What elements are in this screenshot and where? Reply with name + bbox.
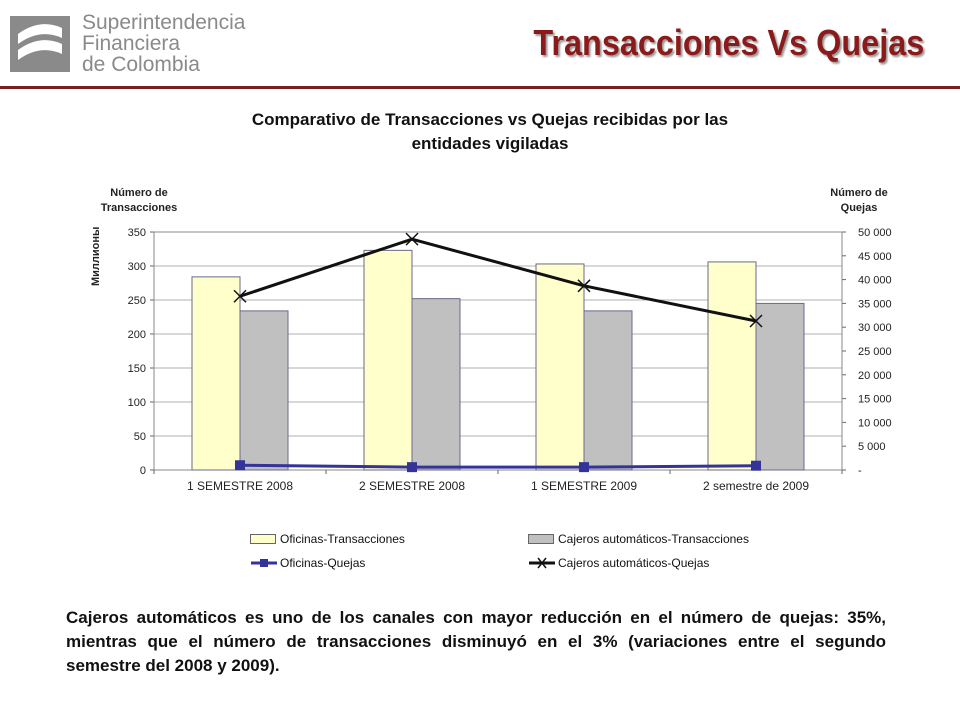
- bar-oficinas-transacciones: [363, 249, 413, 471]
- right-tick-label: 50 000: [858, 227, 892, 239]
- left-tick-label: 50: [134, 431, 146, 443]
- right-axis-title-line-1: Número de: [830, 187, 888, 199]
- left-axis-title-line-2: Transacciones: [100, 202, 178, 214]
- point-cajeros-quejas: [749, 314, 763, 328]
- legend-label-cajeros-quejas: Cajeros automáticos-Quejas: [558, 556, 710, 570]
- bar-oficinas-transacciones: [707, 261, 757, 471]
- bar-cajeros-transacciones: [755, 302, 805, 471]
- right-tick-label: 30 000: [858, 322, 892, 334]
- bar-cajeros-transacciones: [583, 310, 633, 471]
- point-cajeros-quejas: [233, 289, 247, 303]
- left-tick-label: 200: [128, 329, 146, 341]
- slide-title: Transacciones Vs Quejas: [533, 22, 924, 63]
- right-tick-label: 20 000: [858, 370, 892, 382]
- left-tick-label: 150: [128, 363, 146, 375]
- point-cajeros-quejas: [405, 232, 419, 246]
- legend-label-oficinas-transacciones: Oficinas-Transacciones: [280, 532, 405, 546]
- left-tick-label: 250: [128, 295, 146, 307]
- legend-swatch-cajeros-quejas: [529, 557, 555, 569]
- right-tick-label: 5 000: [858, 441, 886, 453]
- x-tick-label: 2 semestre de 2009: [703, 479, 809, 493]
- x-tick-label: 1 SEMESTRE 2009: [531, 479, 637, 493]
- right-axis-title: Número de Quejas: [820, 186, 898, 216]
- left-tick-label: 350: [128, 227, 146, 239]
- left-tick-label: 100: [128, 397, 146, 409]
- chart-title-line-1: Comparativo de Transacciones vs Quejas r…: [251, 110, 729, 129]
- left-axis-title: Número de Transacciones: [76, 186, 202, 216]
- bar-oficinas-transacciones: [535, 263, 585, 471]
- superintendencia-logo-mark-icon: [10, 16, 70, 72]
- title-divider: [0, 86, 960, 89]
- right-tick-label: 40 000: [858, 275, 892, 287]
- left-tick-label: 300: [128, 261, 146, 273]
- legend-item-oficinas-transacciones: Oficinas-Transacciones: [250, 532, 405, 546]
- right-tick-label: 10 000: [858, 417, 892, 429]
- logo-line-1: Superintendencia: [82, 11, 246, 34]
- right-tick-label: 15 000: [858, 394, 892, 406]
- right-tick-label: 45 000: [858, 251, 892, 263]
- legend-label-cajeros-transacciones: Cajeros automáticos-Transacciones: [558, 532, 749, 546]
- legend-swatch-oficinas-quejas: [251, 559, 277, 567]
- point-oficinas-quejas: [751, 460, 761, 471]
- point-oficinas-quejas: [579, 462, 589, 473]
- bar-oficinas-transacciones: [191, 276, 241, 471]
- line-cajeros-quejas: [239, 237, 757, 323]
- right-tick-label: 25 000: [858, 346, 892, 358]
- legend-item-cajeros-quejas: Cajeros automáticos-Quejas: [528, 556, 709, 570]
- bar-cajeros-transacciones: [411, 298, 461, 471]
- right-tick-label: -: [858, 465, 862, 477]
- logo-text: Superintendencia Financiera de Colombia: [82, 12, 245, 75]
- chart-title-line-2: entidades vigiladas: [411, 134, 569, 153]
- superintendencia-logo: Superintendencia Financiera de Colombia: [8, 10, 248, 80]
- legend-swatch-cajeros-transacciones: [528, 534, 554, 544]
- legend-item-cajeros-transacciones: Cajeros automáticos-Transacciones: [528, 532, 749, 546]
- left-axis-title-line-1: Número de: [110, 187, 168, 199]
- legend-swatch-oficinas-transacciones: [250, 534, 276, 544]
- chart-title: Comparativo de Transacciones vs Quejas r…: [140, 108, 840, 156]
- line-oficinas-quejas: [239, 463, 757, 469]
- right-tick-label: 35 000: [858, 298, 892, 310]
- point-oficinas-quejas: [407, 462, 417, 473]
- bar-cajeros-transacciones: [239, 310, 289, 471]
- left-tick-label: 0: [140, 465, 146, 477]
- point-cajeros-quejas: [577, 279, 591, 293]
- point-oficinas-quejas: [235, 460, 245, 471]
- legend-label-oficinas-quejas: Oficinas-Quejas: [280, 556, 366, 570]
- right-axis-title-line-2: Quejas: [840, 202, 878, 214]
- logo-line-3: de Colombia: [82, 53, 200, 76]
- x-tick-label: 2 SEMESTRE 2008: [359, 479, 465, 493]
- x-tick-label: 1 SEMESTRE 2008: [187, 479, 293, 493]
- logo-line-2: Financiera: [82, 32, 181, 55]
- legend-item-oficinas-quejas: Oficinas-Quejas: [250, 556, 365, 570]
- summary-text: Cajeros automáticos es uno de los canale…: [66, 608, 886, 675]
